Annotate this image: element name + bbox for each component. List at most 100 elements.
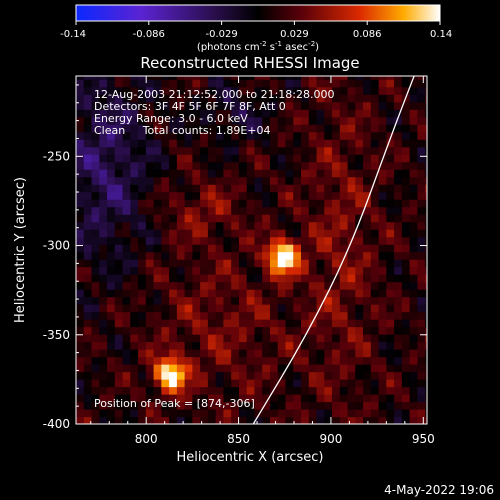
heatmap-cell — [114, 109, 124, 118]
heatmap-cell — [184, 311, 193, 320]
heatmap-cell — [355, 221, 364, 230]
heatmap-cell — [378, 76, 387, 80]
heatmap-cell — [223, 191, 232, 200]
heatmap-cell — [285, 229, 294, 238]
heatmap-cell — [425, 334, 427, 343]
heatmap-cell — [192, 296, 201, 305]
heatmap-cell — [409, 146, 418, 155]
heatmap-cell — [161, 199, 170, 208]
heatmap-cell — [138, 101, 147, 110]
heatmap-cell — [339, 394, 349, 403]
heatmap-cell — [138, 79, 147, 88]
heatmap-cell — [161, 116, 170, 125]
heatmap-cell — [184, 304, 193, 313]
heatmap-cell — [238, 371, 248, 380]
heatmap-cell — [316, 364, 325, 373]
heatmap-cell — [277, 281, 287, 290]
heatmap-cell — [215, 139, 225, 148]
heatmap-cell — [130, 289, 139, 298]
heatmap-cell — [394, 109, 403, 118]
heatmap-cell — [316, 334, 325, 343]
heatmap-cell — [145, 364, 155, 373]
heatmap-cell — [401, 184, 411, 193]
heatmap-cell — [238, 229, 248, 238]
heatmap-cell — [262, 86, 271, 95]
heatmap-cell — [76, 304, 85, 313]
heatmap-cell — [277, 191, 287, 200]
heatmap-cell — [386, 184, 395, 193]
heatmap-cell — [223, 146, 232, 155]
heatmap-cell — [246, 401, 256, 410]
heatmap-cell — [246, 289, 256, 298]
heatmap-cell — [192, 154, 201, 163]
heatmap-cell — [293, 229, 302, 238]
heatmap-cell — [269, 311, 279, 320]
heatmap-cell — [394, 266, 403, 275]
heatmap-cell — [269, 146, 279, 155]
heatmap-cell — [223, 364, 232, 373]
heatmap-cell — [324, 206, 333, 215]
heatmap-cell — [254, 229, 263, 238]
heatmap-cell — [83, 334, 93, 343]
heatmap-cell — [130, 409, 139, 418]
heatmap-cell — [169, 386, 178, 395]
heatmap-cell — [301, 326, 310, 335]
heatmap-cell — [293, 146, 302, 155]
heatmap-cell — [138, 251, 147, 260]
heatmap-cell — [130, 334, 139, 343]
heatmap-cell — [246, 274, 256, 283]
heatmap-cell — [425, 259, 427, 268]
heatmap-cell — [99, 259, 108, 268]
heatmap-cell — [285, 146, 294, 155]
heatmap-cell — [355, 356, 364, 365]
heatmap-cell — [238, 214, 248, 223]
heatmap-cell — [370, 371, 380, 380]
heatmap-cell — [130, 116, 139, 125]
heatmap-cell — [99, 184, 108, 193]
heatmap-cell — [200, 146, 209, 155]
heatmap-cell — [145, 116, 155, 125]
heatmap-cell — [386, 154, 395, 163]
heatmap-cell — [394, 349, 403, 358]
heatmap-cell — [370, 199, 380, 208]
heatmap-cell — [91, 394, 100, 403]
heatmap-cell — [409, 266, 418, 275]
heatmap-cell — [394, 229, 403, 238]
heatmap-cell — [107, 386, 116, 395]
heatmap-cell — [308, 341, 318, 350]
heatmap-cell — [363, 416, 372, 424]
heatmap-cell — [363, 94, 372, 103]
heatmap-cell — [269, 349, 279, 358]
heatmap-cell — [223, 76, 232, 80]
heatmap-cell — [277, 259, 287, 268]
heatmap-cell — [308, 191, 318, 200]
heatmap-cell — [83, 116, 93, 125]
heatmap-cell — [145, 379, 155, 388]
heatmap-cell — [254, 191, 263, 200]
heatmap-cell — [308, 259, 318, 268]
heatmap-cell — [262, 214, 271, 223]
heatmap-cell — [246, 416, 256, 424]
heatmap-cell — [176, 334, 186, 343]
heatmap-cell — [200, 214, 209, 223]
heatmap-cell — [200, 76, 209, 80]
heatmap-cell — [378, 274, 387, 283]
heatmap-cell — [200, 199, 209, 208]
heatmap-cell — [324, 176, 333, 185]
heatmap-cell — [301, 394, 310, 403]
heatmap-cell — [207, 401, 217, 410]
heatmap-cell — [324, 289, 333, 298]
heatmap-cell — [316, 146, 325, 155]
heatmap-cell — [262, 109, 271, 118]
heatmap-cell — [324, 379, 333, 388]
heatmap-cell — [339, 191, 349, 200]
heatmap-cell — [301, 289, 310, 298]
heatmap-cell — [200, 154, 209, 163]
heatmap-cell — [231, 79, 240, 88]
heatmap-cell — [285, 191, 294, 200]
heatmap-cell — [401, 139, 411, 148]
heatmap-cell — [417, 304, 426, 313]
heatmap-cell — [425, 214, 427, 223]
heatmap-cell — [277, 169, 287, 178]
heatmap-cell — [339, 146, 349, 155]
